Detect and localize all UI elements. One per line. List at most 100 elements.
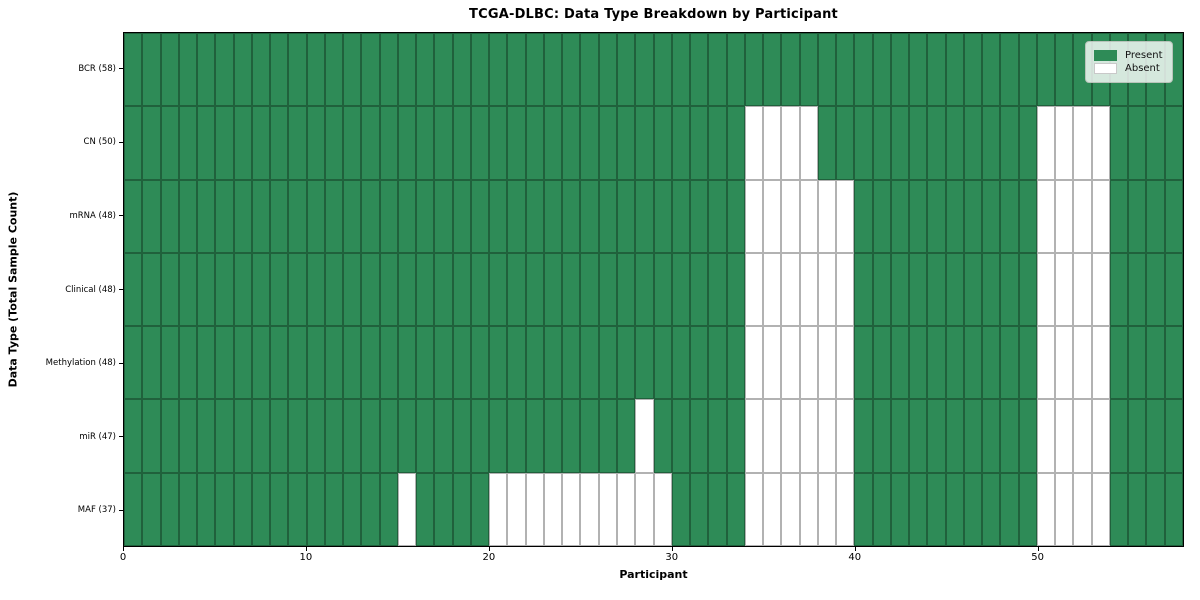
y-tick-label: BCR (58) xyxy=(78,63,116,74)
heatmap-cell xyxy=(1018,179,1037,253)
heatmap-cell xyxy=(1128,399,1147,473)
heatmap-cell xyxy=(324,179,344,253)
heatmap-cell xyxy=(397,33,417,107)
heatmap-cell xyxy=(306,33,325,107)
heatmap-cell xyxy=(854,326,873,400)
heatmap-cell xyxy=(361,179,380,253)
heatmap-cell xyxy=(233,33,252,107)
heatmap-cell xyxy=(781,252,800,327)
heatmap-cell xyxy=(890,326,910,400)
heatmap-cell xyxy=(671,252,691,327)
heatmap-cell xyxy=(671,472,691,546)
heatmap-cell xyxy=(799,33,818,107)
heatmap-cell xyxy=(397,399,417,473)
heatmap-cell xyxy=(1128,252,1147,327)
heatmap-cell xyxy=(452,179,471,253)
heatmap-cell xyxy=(251,326,271,400)
heatmap-cell xyxy=(635,399,654,473)
heatmap-cell xyxy=(452,472,471,546)
heatmap-cell xyxy=(215,33,234,107)
heatmap-cell xyxy=(197,326,216,400)
heatmap-cell xyxy=(781,399,800,473)
heatmap-cell xyxy=(982,179,1001,253)
y-tick-mark xyxy=(119,141,123,143)
heatmap-cell xyxy=(470,326,490,400)
heatmap-cell xyxy=(489,252,508,327)
heatmap-cell xyxy=(744,399,764,473)
heatmap-cell xyxy=(890,399,910,473)
heatmap-cell xyxy=(963,399,983,473)
heatmap-cell xyxy=(270,326,289,400)
heatmap-cell xyxy=(872,33,891,107)
heatmap-cell xyxy=(1091,106,1110,180)
heatmap-cell xyxy=(854,179,873,253)
y-tick-label: Clinical (48) xyxy=(65,284,116,295)
heatmap-cell xyxy=(379,33,398,107)
heatmap-cell xyxy=(817,179,837,253)
heatmap-cell xyxy=(982,252,1001,327)
heatmap-cell xyxy=(197,179,216,253)
heatmap-cell xyxy=(306,252,325,327)
heatmap-cell xyxy=(872,106,891,180)
heatmap-cell xyxy=(598,252,617,327)
heatmap-cell xyxy=(781,179,800,253)
heatmap-cell xyxy=(543,33,563,107)
heatmap-cell xyxy=(361,399,380,473)
heatmap-cell xyxy=(1146,106,1165,180)
heatmap-cell xyxy=(1128,472,1147,546)
heatmap-cell xyxy=(1146,252,1165,327)
heatmap-cell xyxy=(562,33,581,107)
heatmap-cell xyxy=(945,326,964,400)
heatmap-cell xyxy=(233,106,252,180)
heatmap-cell xyxy=(251,179,271,253)
heatmap-cell xyxy=(470,106,490,180)
heatmap-cell xyxy=(124,252,143,327)
heatmap-cell xyxy=(854,472,873,546)
heatmap-cell xyxy=(836,106,855,180)
heatmap-cell xyxy=(178,179,198,253)
heatmap-cell xyxy=(763,326,782,400)
heatmap-cell xyxy=(744,106,764,180)
heatmap-cell xyxy=(1164,252,1183,327)
heatmap-cell xyxy=(671,179,691,253)
heatmap-cell xyxy=(142,326,161,400)
heatmap-cell xyxy=(927,472,946,546)
heatmap-cell xyxy=(817,472,837,546)
x-tick-label: 10 xyxy=(299,552,313,563)
heatmap-cell xyxy=(306,326,325,400)
heatmap-cell xyxy=(1128,179,1147,253)
heatmap-cell xyxy=(616,179,636,253)
heatmap-cell xyxy=(1164,106,1183,180)
heatmap-cell xyxy=(580,33,599,107)
heatmap-cell xyxy=(1055,179,1074,253)
heatmap-cell xyxy=(470,33,490,107)
heatmap-cell xyxy=(306,179,325,253)
heatmap-cell xyxy=(178,399,198,473)
x-tick-mark xyxy=(854,547,856,551)
heatmap-cell xyxy=(361,33,380,107)
heatmap-cell xyxy=(598,399,617,473)
heatmap-cell xyxy=(854,33,873,107)
heatmap-cell xyxy=(142,33,161,107)
present-swatch-icon xyxy=(1094,50,1117,61)
plot-area xyxy=(123,32,1184,547)
heatmap-cell xyxy=(1000,106,1019,180)
heatmap-cell xyxy=(507,106,526,180)
heatmap-cell xyxy=(525,252,544,327)
y-tick-mark xyxy=(119,509,123,511)
heatmap-cell xyxy=(927,179,946,253)
heatmap-cell xyxy=(817,106,837,180)
heatmap-cell xyxy=(489,33,508,107)
heatmap-cell xyxy=(1091,252,1110,327)
heatmap-cell xyxy=(1055,326,1074,400)
heatmap-cell xyxy=(836,252,855,327)
heatmap-cell xyxy=(397,472,417,546)
heatmap-cell xyxy=(1146,472,1165,546)
heatmap-cell xyxy=(160,472,179,546)
heatmap-cell xyxy=(927,326,946,400)
heatmap-cell xyxy=(671,106,691,180)
heatmap-cell xyxy=(160,399,179,473)
heatmap-cell xyxy=(616,399,636,473)
heatmap-cell xyxy=(452,252,471,327)
heatmap-cell xyxy=(890,179,910,253)
